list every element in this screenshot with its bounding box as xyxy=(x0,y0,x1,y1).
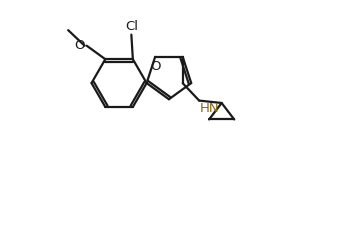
Text: Cl: Cl xyxy=(125,20,138,33)
Text: O: O xyxy=(74,38,85,52)
Text: O: O xyxy=(150,60,160,74)
Text: HN: HN xyxy=(200,102,220,115)
